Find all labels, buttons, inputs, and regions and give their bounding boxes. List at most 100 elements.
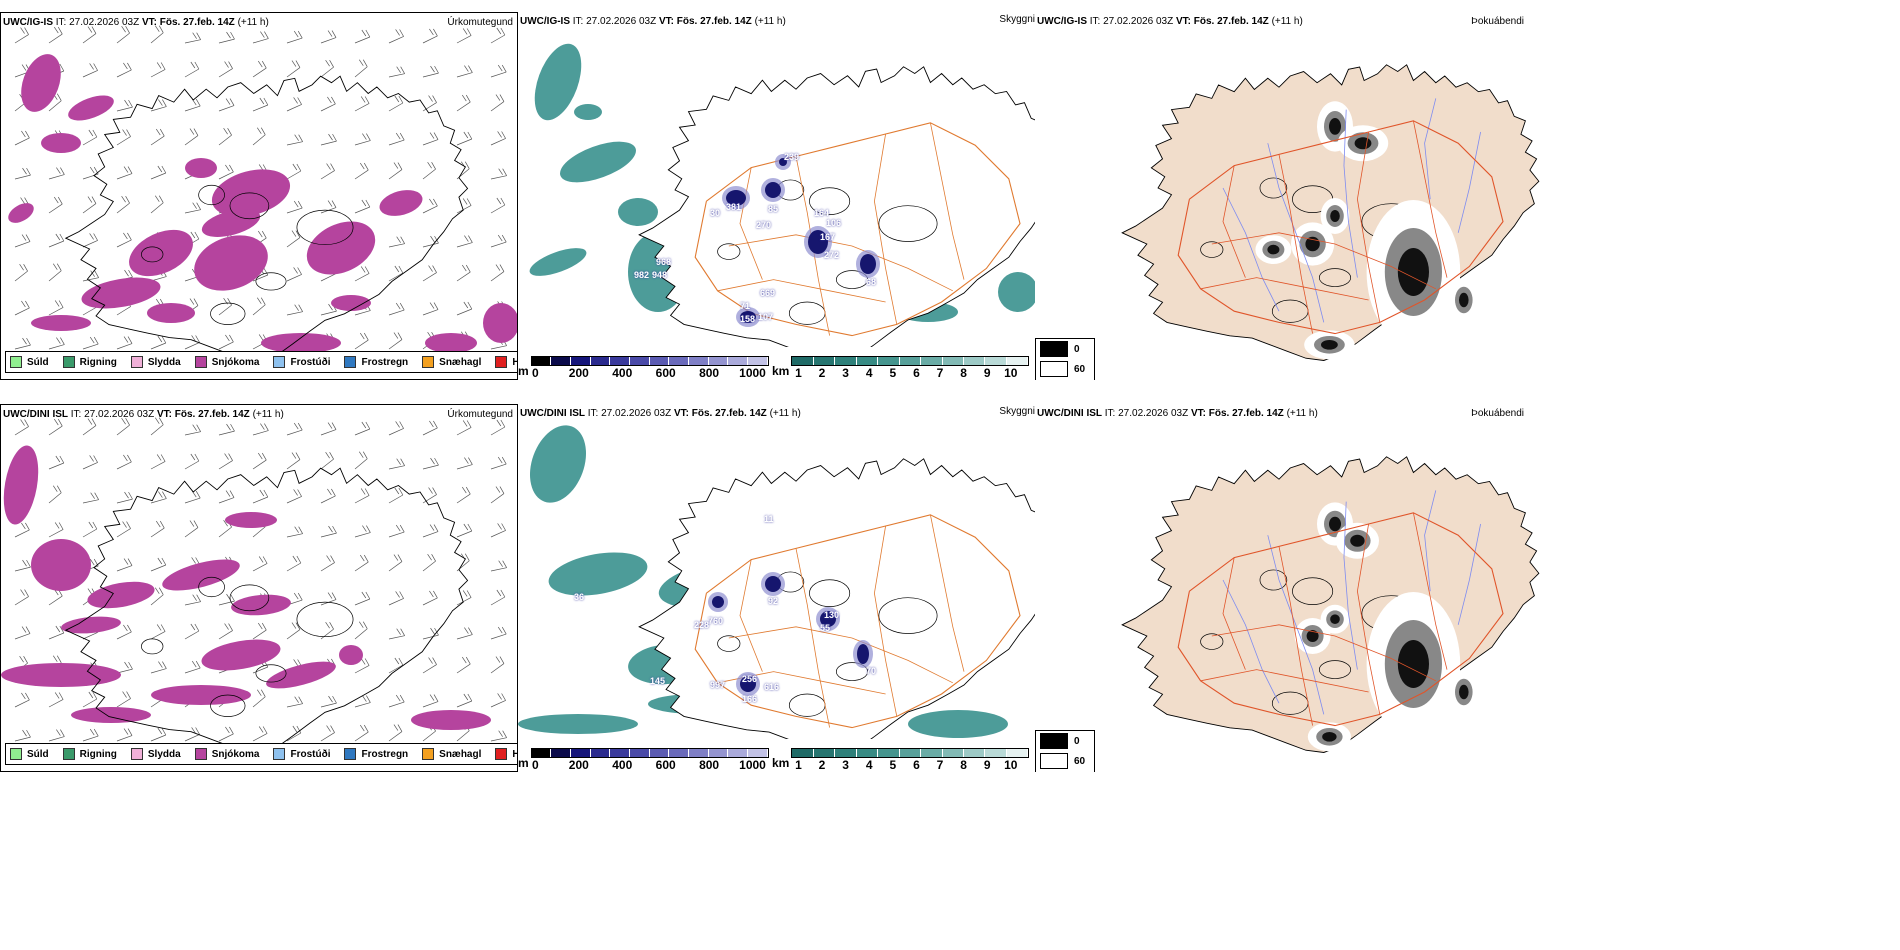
legend-item: Snæhagl	[422, 748, 481, 760]
snowfall-areas	[1, 445, 491, 730]
iceland-land	[1121, 456, 1540, 753]
colorbar-cell	[985, 749, 1007, 757]
fog-legend-row: 0	[1040, 339, 1094, 359]
colorbar-tick: 1	[795, 366, 802, 380]
colorbar-cell	[921, 749, 943, 757]
colorbar-cell	[835, 357, 857, 365]
legend-swatch	[344, 748, 357, 760]
road-network	[1177, 512, 1504, 727]
colorbar-tick: 600	[655, 366, 676, 380]
fog-legend-label: 0	[1074, 735, 1080, 747]
panel-title: Úrkomutegund	[447, 17, 513, 28]
colorbar-cell	[899, 749, 922, 757]
iceland-outline	[64, 467, 469, 754]
legend-label: Súld	[27, 748, 49, 760]
legend-item: Frostregn	[344, 748, 408, 760]
legend-item: Slydda	[130, 748, 181, 760]
colorbar-tick: 3	[842, 758, 849, 772]
legend-item: Frostúði	[273, 748, 330, 760]
road-network	[694, 514, 1021, 729]
colorbar-tick: 3	[842, 366, 849, 380]
colorbar-unit: m	[518, 756, 529, 770]
fog-legend-swatch	[1040, 361, 1068, 377]
colorbar-tick: 9	[983, 366, 991, 380]
legend-swatch	[130, 748, 143, 760]
colorbar-tick: 10	[1004, 758, 1018, 772]
colorbar-cell	[747, 357, 768, 365]
legend-item: Haglél	[495, 748, 517, 760]
panel-header: UWC/DINI ISL IT: 27.02.2026 03Z VT: Fös.…	[1037, 408, 1318, 419]
colorbar-cell	[708, 749, 729, 757]
legend-item: Snæhagl	[422, 356, 481, 368]
panel-header: UWC/IG-IS IT: 27.02.2026 03Z VT: Fös. 27…	[3, 17, 269, 28]
colorbar-cell	[856, 357, 879, 365]
colorbar-cell	[551, 749, 571, 757]
legend-swatch	[273, 748, 286, 760]
cloud-base-peak-label: 616	[764, 682, 780, 692]
colorbar-cell	[629, 357, 650, 365]
visibility-colorbar: km 1 2 3 4 5 6 7 8 9 10	[772, 748, 1030, 772]
cloud-base-peak-label: 106	[826, 218, 842, 228]
fog-legend: 0 60	[1035, 338, 1095, 380]
colorbar-tick: 1000	[739, 758, 766, 772]
iceland-outline	[638, 66, 1035, 347]
fog-legend-row: 60	[1040, 359, 1094, 379]
cloud-base-peak-label: 158	[740, 314, 756, 324]
precip-type-panel-bottom: UWC/DINI ISL IT: 27.02.2026 03Z VT: Fös.…	[0, 404, 518, 772]
precip-type-map-bottom	[1, 417, 507, 754]
colorbar-body: 1 2 3 4 5 6 7 8 9 10	[791, 748, 1030, 772]
colorbar-cell	[669, 357, 689, 365]
legend-item: Rigning	[62, 356, 117, 368]
cloud-base-peak-label: 968	[656, 257, 672, 267]
cloud-base-peak-label: 997	[710, 680, 726, 690]
legend-swatch	[62, 356, 75, 368]
road-network	[1177, 120, 1504, 335]
cloud-base-peak-label: 92	[768, 596, 779, 606]
colorbar-tick: 1000	[739, 366, 766, 380]
legend-label: Rigning	[79, 356, 117, 368]
colorbar-cell	[708, 357, 729, 365]
colorbar-cell	[590, 357, 611, 365]
cloud-base-colorbar: m 0 200 400 600 800 1000	[518, 356, 769, 380]
colorbar-cell	[878, 357, 900, 365]
cloud-base-colorbar: m 0 200 400 600 800 1000	[518, 748, 769, 772]
cloud-base-peak-label: 36	[574, 592, 585, 602]
colorbar-tick: 4	[865, 758, 873, 772]
legend-swatch	[344, 356, 357, 368]
fog-legend-label: 60	[1074, 363, 1086, 375]
cloud-base-peak-label: 164	[814, 208, 830, 218]
colorbar-tick: 8	[960, 366, 967, 380]
colorbar-cell	[531, 749, 552, 757]
fog-index-panel-bottom: UWC/DINI ISL IT: 27.02.2026 03Z VT: Fös.…	[1035, 404, 1560, 772]
snowfall-areas	[8, 54, 517, 353]
legend-item: Súld	[10, 356, 49, 368]
colorbar-cell	[1006, 749, 1029, 757]
colorbar-tick: 8	[960, 758, 967, 772]
iceland-outline	[64, 75, 469, 362]
colorbar-tick: 800	[699, 366, 720, 380]
cloud-base-peak-label: 68	[866, 277, 877, 287]
colorbar-cell	[610, 749, 630, 757]
cloud-base-peak-label: 70	[866, 666, 877, 676]
precip-legend: Súld Rigning Slydda Snjókoma Frostúði Frostre…	[5, 743, 517, 765]
legend-label: Frostregn	[361, 748, 409, 760]
colorbar-tick: 400	[612, 758, 633, 772]
colorbar-tick: 5	[889, 366, 897, 380]
colorbar-cell	[963, 357, 986, 365]
legend-item: Snjókoma	[194, 356, 260, 368]
colorbar-cell	[835, 749, 857, 757]
colorbar-cell	[878, 749, 900, 757]
legend-label: Snæhagl	[439, 356, 482, 368]
colorbar-cell	[792, 357, 814, 365]
legend-label: Snjókoma	[211, 356, 260, 368]
cloud-base-peak-label: 85	[768, 204, 779, 214]
colorbar-body: 1 2 3 4 5 6 7 8 9 10	[791, 356, 1030, 380]
colorbar-cell	[570, 357, 591, 365]
legend-swatch	[10, 748, 22, 760]
legend-swatch	[273, 356, 286, 368]
colorbar-cell	[610, 357, 630, 365]
legend-label: Slydda	[147, 748, 181, 760]
colorbar-cell	[813, 749, 836, 757]
colorbar-cell	[669, 749, 689, 757]
cloud-base-peak-label: 167	[820, 232, 836, 242]
